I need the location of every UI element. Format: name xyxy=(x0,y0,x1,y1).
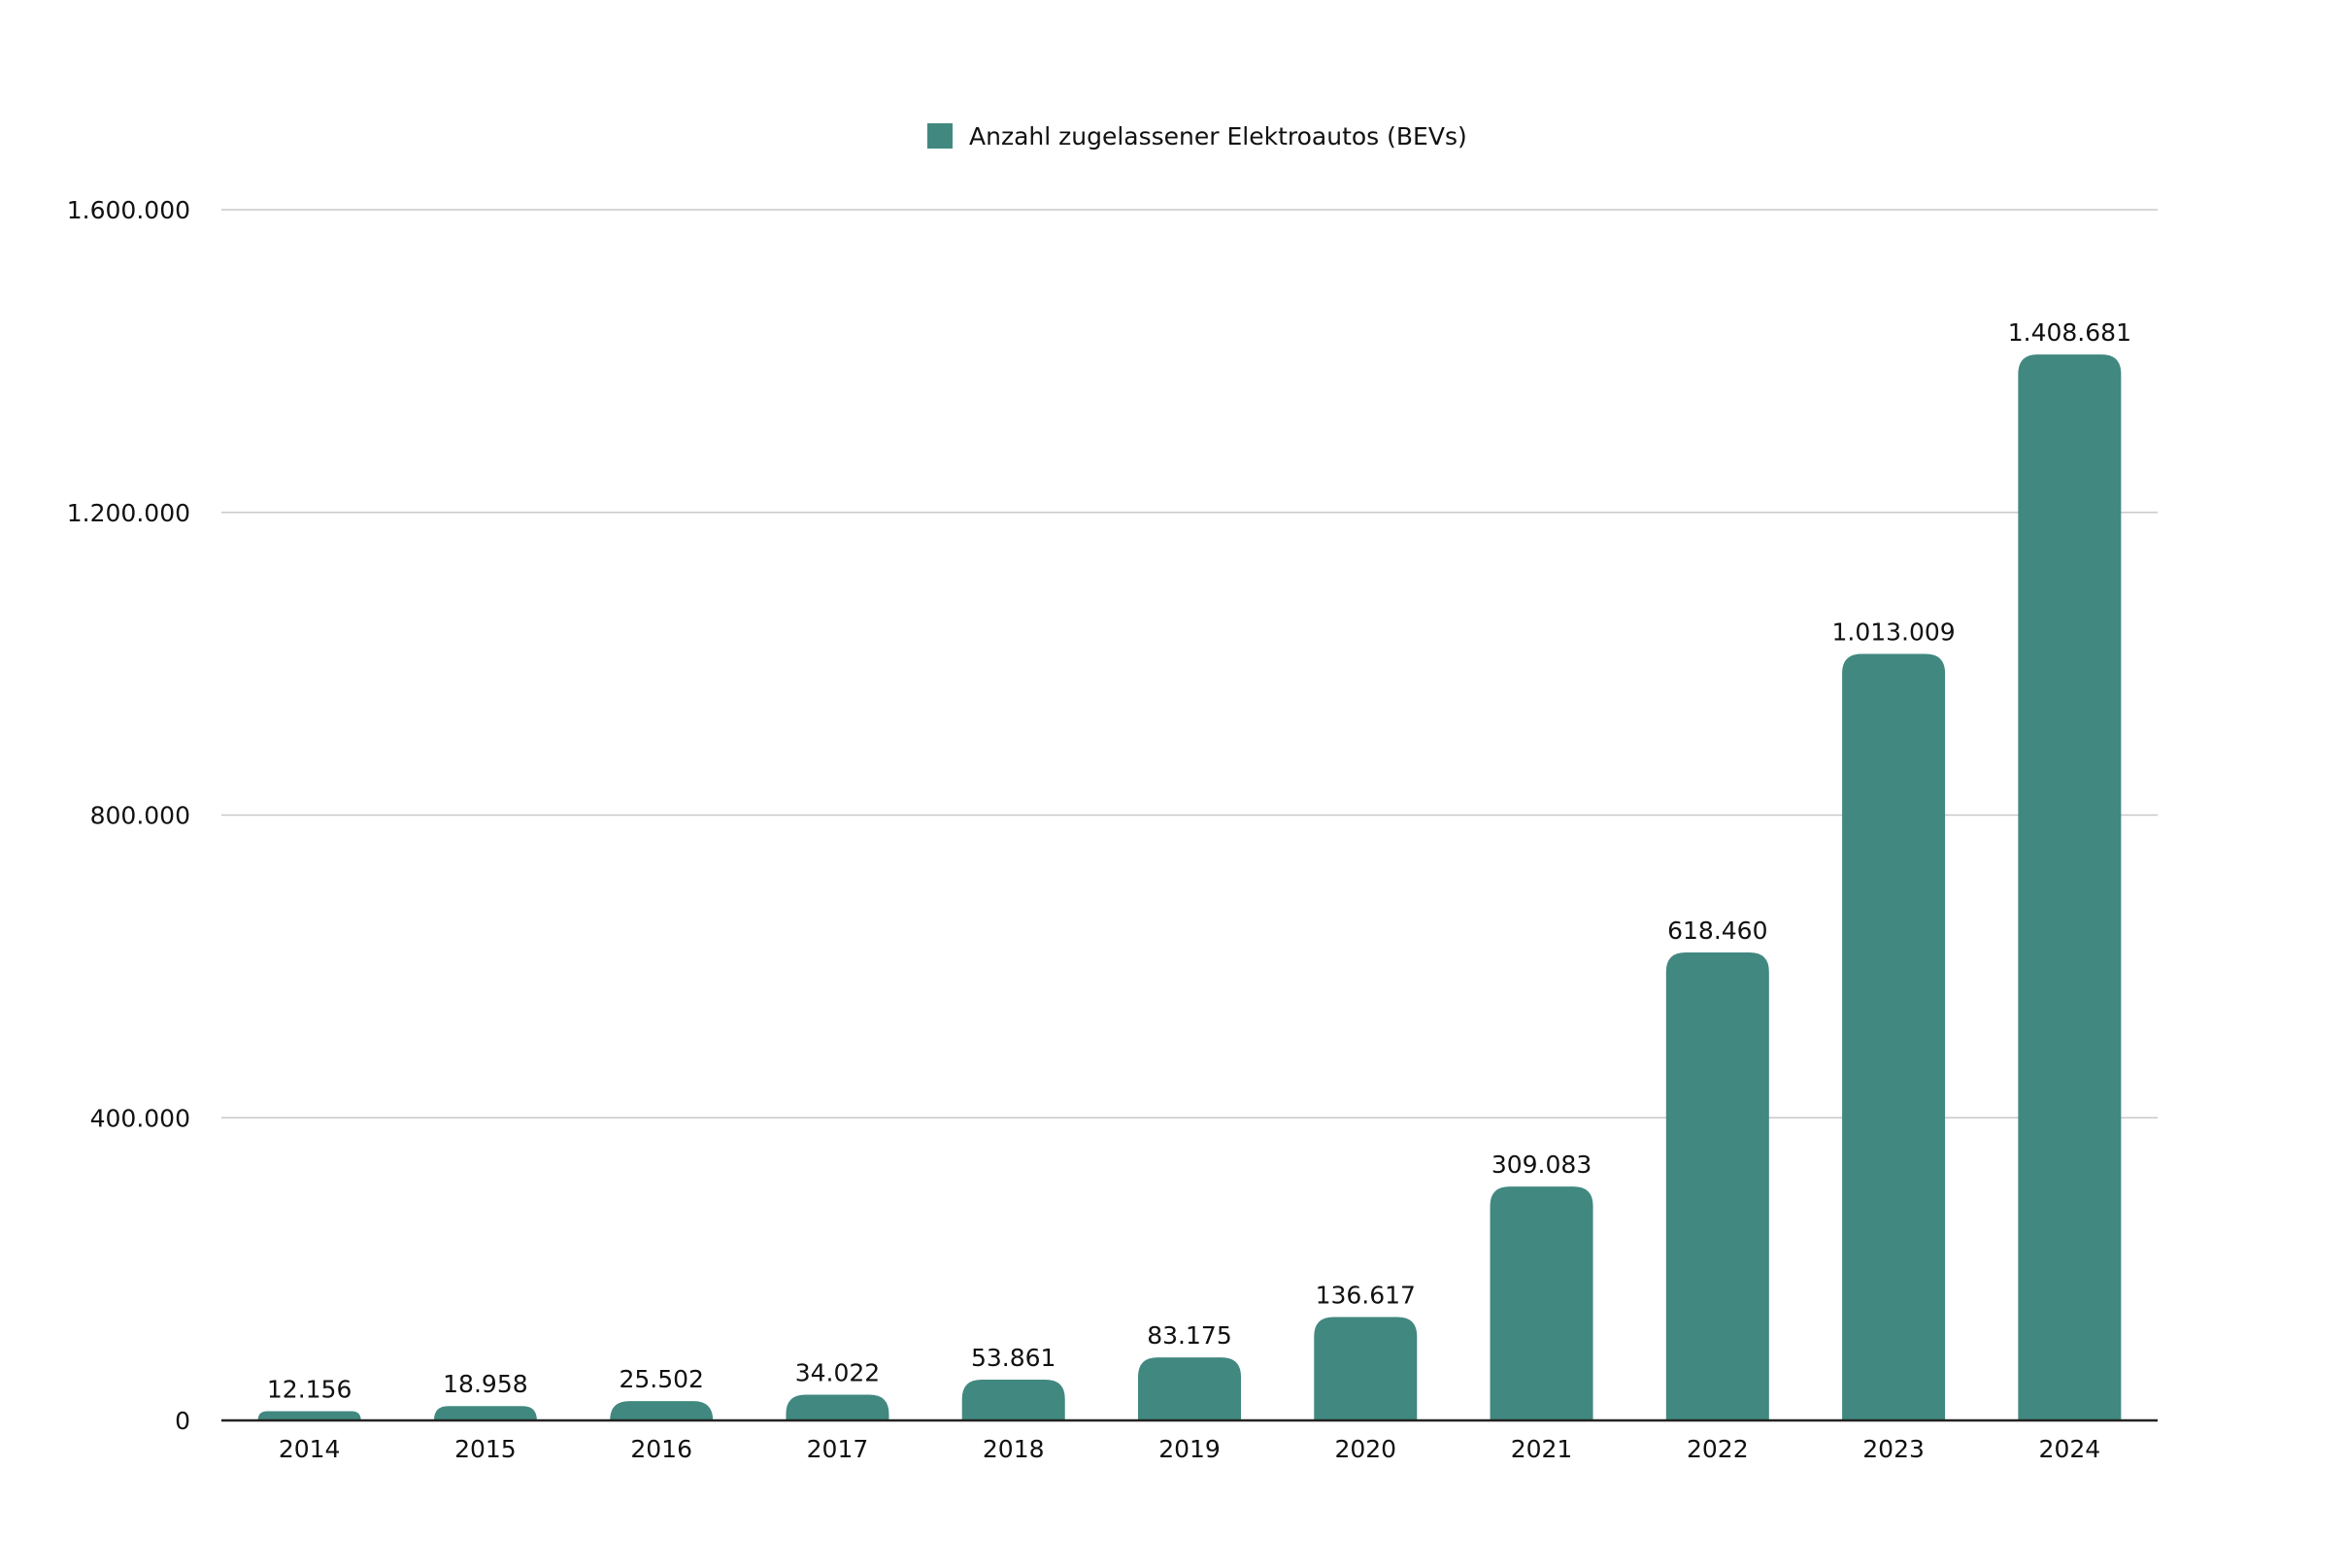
data-label: 12.156 xyxy=(267,1376,352,1404)
bar-2014 xyxy=(257,1411,361,1420)
data-label: 18.958 xyxy=(443,1370,527,1398)
y-axis-ticks: 0 400.000 800.000 1.200.000 1.600.000 xyxy=(67,196,190,1435)
bar-2020 xyxy=(1314,1317,1418,1420)
y-tick-label: 1.200.000 xyxy=(67,499,190,527)
data-label: 25.502 xyxy=(619,1365,703,1393)
x-tick-label: 2024 xyxy=(2039,1435,2101,1463)
x-tick-label: 2018 xyxy=(983,1435,1045,1463)
legend-swatch xyxy=(927,123,953,149)
x-tick-label: 2023 xyxy=(1862,1435,1925,1463)
y-tick-label: 1.600.000 xyxy=(67,196,190,224)
y-tick-label: 800.000 xyxy=(90,802,190,830)
bar-2017 xyxy=(786,1394,889,1420)
x-tick-label: 2021 xyxy=(1511,1435,1573,1463)
bar-2022 xyxy=(1665,951,1769,1420)
x-tick-label: 2016 xyxy=(630,1435,692,1463)
data-label: 1.013.009 xyxy=(1831,617,1955,646)
bar-2015 xyxy=(433,1406,537,1420)
gridlines xyxy=(221,209,2158,1118)
data-label: 618.460 xyxy=(1667,917,1767,945)
data-label: 309.083 xyxy=(1491,1151,1592,1179)
data-label: 1.408.681 xyxy=(2008,318,2131,347)
x-tick-label: 2022 xyxy=(1687,1435,1749,1463)
x-axis-ticks: 2014 2015 2016 2017 2018 2019 2020 2021 2022 2023… xyxy=(279,1435,2100,1463)
legend-label: Anzahl zugelassener Elektroautos (BEVs) xyxy=(969,122,1467,150)
x-tick-label: 2017 xyxy=(807,1435,869,1463)
data-label: 34.022 xyxy=(795,1358,880,1386)
x-tick-label: 2019 xyxy=(1158,1435,1221,1463)
bar-2016 xyxy=(610,1401,714,1420)
x-tick-label: 2014 xyxy=(279,1435,341,1463)
bar-2018 xyxy=(961,1380,1065,1420)
bar-2021 xyxy=(1490,1186,1593,1420)
bar-2024 xyxy=(2018,354,2122,1420)
data-label: 53.861 xyxy=(971,1344,1056,1372)
legend: Anzahl zugelassener Elektroautos (BEVs) xyxy=(927,122,1467,150)
x-tick-label: 2015 xyxy=(454,1435,517,1463)
y-tick-label: 0 xyxy=(175,1407,190,1435)
bars xyxy=(257,354,2122,1420)
bar-2019 xyxy=(1138,1357,1241,1420)
bar-2023 xyxy=(1842,653,1946,1420)
y-tick-label: 400.000 xyxy=(90,1104,190,1132)
data-label: 83.175 xyxy=(1147,1321,1231,1350)
x-tick-label: 2020 xyxy=(1334,1435,1396,1463)
data-labels: 12.156 18.958 25.502 34.022 53.861 83.175 136.… xyxy=(267,318,2131,1403)
data-label: 136.617 xyxy=(1316,1282,1416,1310)
